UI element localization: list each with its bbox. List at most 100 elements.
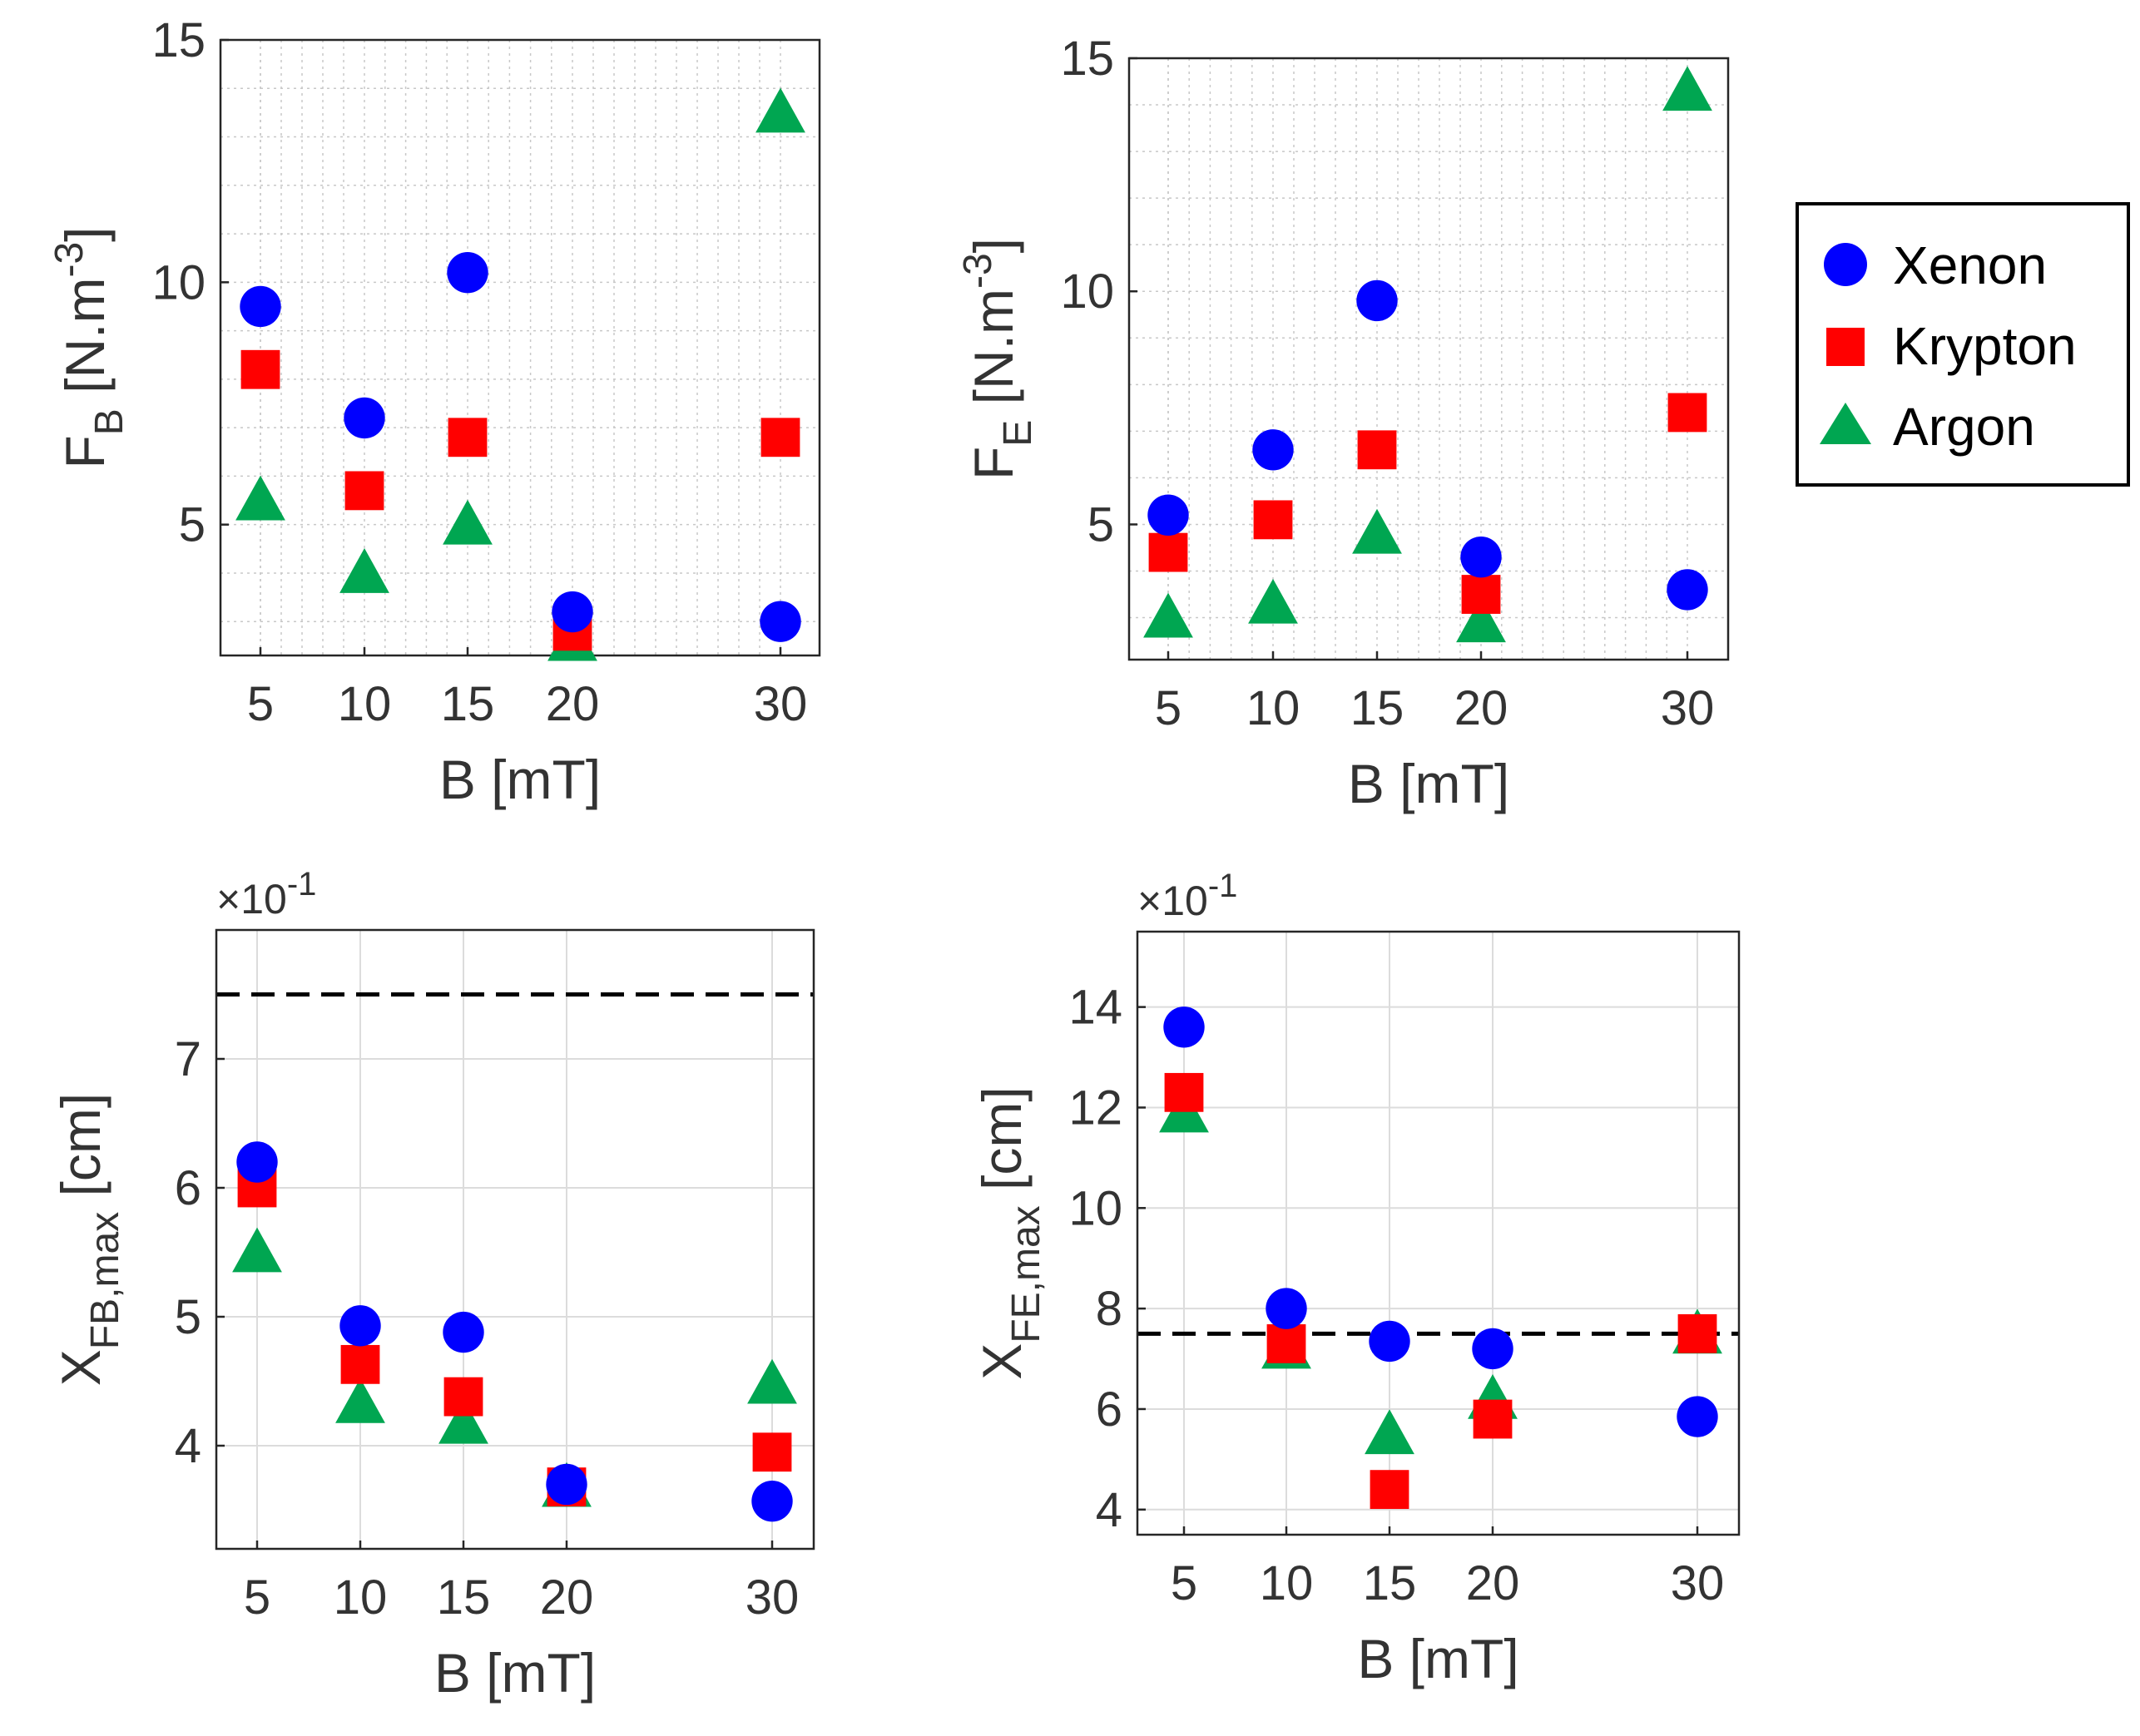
- x-tick-label: 10: [1246, 681, 1300, 735]
- marker-xenon: [1369, 1320, 1410, 1363]
- y-tick-label: 10: [1060, 265, 1114, 319]
- marker-krypton: [1357, 430, 1397, 470]
- marker-xenon: [1667, 569, 1708, 611]
- marker-argon: [1143, 592, 1193, 638]
- axes-box: [215, 928, 815, 1551]
- marker-krypton: [1667, 393, 1707, 433]
- series-xenon: [1163, 1006, 1718, 1437]
- marker-xenon: [1252, 429, 1294, 471]
- series-argon: [1143, 66, 1712, 643]
- x-tick-label: 20: [1454, 681, 1508, 735]
- legend-label-argon: Argon: [1893, 397, 2035, 457]
- marker-xenon: [751, 1480, 793, 1522]
- exponent-label: ×10-1: [1137, 868, 1237, 924]
- legend-marker-krypton: [1826, 328, 1865, 366]
- marker-krypton: [752, 1432, 792, 1472]
- marker-krypton: [760, 418, 800, 457]
- marker-xenon: [1163, 1006, 1205, 1048]
- x-tick-label: 30: [746, 1570, 800, 1625]
- y-tick-label: 6: [175, 1161, 201, 1215]
- marker-argon: [339, 548, 389, 593]
- marker-krypton: [1677, 1313, 1717, 1353]
- axes-box: [219, 38, 821, 657]
- marker-xenon: [1460, 536, 1502, 578]
- axes-box: [1136, 930, 1741, 1536]
- marker-argon: [1248, 578, 1298, 624]
- marker-argon: [235, 475, 285, 521]
- marker-argon: [1352, 508, 1402, 554]
- plot-area: [220, 40, 820, 655]
- grid: [216, 930, 814, 1549]
- y-tick-label: 5: [179, 498, 206, 552]
- y-tick-label: 7: [175, 1032, 201, 1086]
- marker-argon: [755, 87, 805, 133]
- y-tick-label: 4: [1096, 1483, 1122, 1537]
- chart-panel-top-left: 5 10 15 20 30 5 10 15 B [mT] FB [N.m-3]: [47, 13, 821, 810]
- x-tick-label: 15: [1350, 681, 1404, 735]
- marker-xenon: [236, 1141, 278, 1183]
- marker-argon: [1456, 597, 1506, 643]
- x-tick-label: 20: [1466, 1556, 1520, 1610]
- x-tick-label: 20: [546, 677, 600, 731]
- x-tick-label: 5: [1171, 1556, 1197, 1610]
- marker-argon: [335, 1377, 385, 1423]
- plot-area: [216, 930, 814, 1549]
- x-axis-label: B [mT]: [439, 749, 601, 810]
- marker-xenon: [1677, 1396, 1718, 1437]
- marker-krypton: [1164, 1072, 1204, 1112]
- marker-argon: [747, 1358, 797, 1404]
- chart-panel-top-right: 5 10 15 20 30 5 10 15 B [mT] FE [N.m-3]: [956, 32, 1730, 814]
- marker-xenon: [344, 397, 385, 439]
- marker-xenon: [760, 601, 801, 642]
- y-tick-label: 10: [1068, 1181, 1122, 1235]
- marker-xenon: [240, 285, 281, 328]
- chart-panel-bottom-left: 5 10 15 20 30 4 5 6 7 B [mT] XFB,max [cm] ×10-1: [50, 866, 815, 1704]
- x-tick-label: 10: [334, 1570, 388, 1625]
- marker-krypton: [1266, 1324, 1306, 1363]
- x-tick-label: 15: [1363, 1556, 1417, 1610]
- chart-panel-bottom-right: 5 10 15 20 30 4 6 8 10 12 14 B [mT] XFE,max [cm] ×10-…: [971, 868, 1741, 1689]
- x-tick-label: 5: [1155, 681, 1181, 735]
- x-tick-label: 5: [247, 677, 274, 731]
- y-tick-label: 5: [175, 1290, 201, 1344]
- y-tick-label: 8: [1096, 1282, 1122, 1336]
- marker-krypton: [240, 349, 280, 389]
- y-tick-label: 6: [1096, 1382, 1122, 1437]
- plot-area: [1129, 58, 1728, 660]
- y-axis-label: XFB,max [cm]: [50, 1093, 127, 1386]
- series-krypton: [1164, 1072, 1717, 1510]
- marker-argon: [443, 499, 493, 545]
- x-tick-label: 5: [244, 1570, 270, 1625]
- grid: [220, 40, 820, 655]
- x-tick-label: 30: [754, 677, 808, 731]
- y-tick-label: 5: [1087, 497, 1114, 551]
- x-tick-label: 10: [338, 677, 392, 731]
- axes-box: [1127, 57, 1730, 661]
- y-axis-label: FE [N.m-3]: [956, 238, 1040, 480]
- x-axis-label: B [mT]: [1357, 1628, 1518, 1689]
- grid: [1129, 58, 1728, 660]
- marker-krypton: [1461, 575, 1501, 614]
- y-axis-label: XFE,max [cm]: [971, 1086, 1048, 1379]
- series-xenon: [1147, 279, 1708, 611]
- plot-area: [1137, 932, 1739, 1535]
- x-tick-label: 30: [1661, 681, 1715, 735]
- marker-argon: [232, 1227, 282, 1273]
- marker-krypton: [1253, 500, 1293, 540]
- x-axis-label: B [mT]: [1348, 753, 1509, 814]
- x-tick-label: 15: [437, 1570, 491, 1625]
- legend-marker-xenon: [1824, 243, 1867, 286]
- marker-xenon: [1472, 1328, 1513, 1370]
- marker-xenon: [443, 1311, 484, 1353]
- x-tick-label: 30: [1671, 1556, 1725, 1610]
- marker-xenon: [447, 251, 488, 294]
- marker-krypton: [1473, 1399, 1513, 1439]
- y-tick-label: 12: [1068, 1081, 1122, 1135]
- marker-argon: [438, 1398, 488, 1444]
- legend-label-xenon: Xenon: [1893, 235, 2047, 295]
- marker-xenon: [1147, 494, 1189, 536]
- marker-xenon: [552, 591, 593, 633]
- y-axis-label: FB [N.m-3]: [47, 226, 131, 468]
- series-xenon: [240, 251, 801, 642]
